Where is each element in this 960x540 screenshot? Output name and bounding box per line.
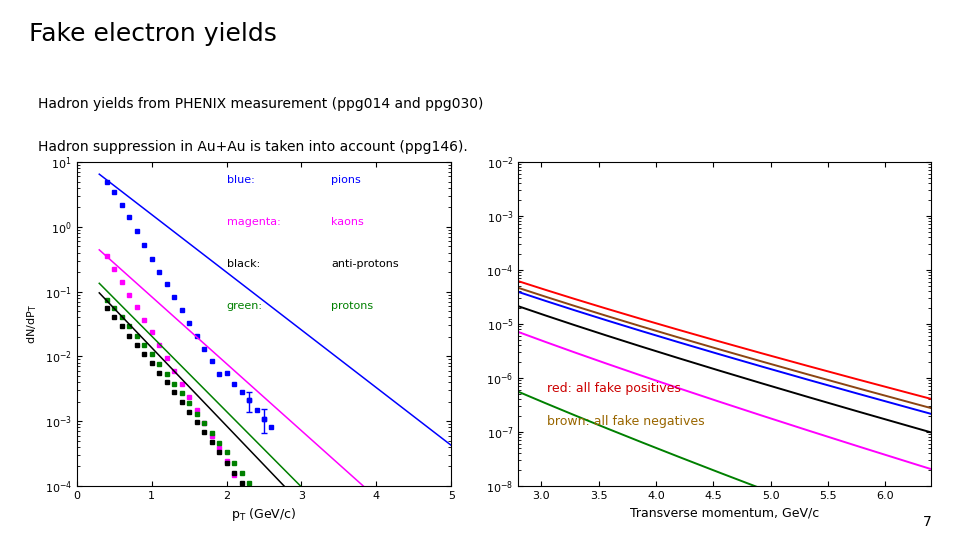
Text: pions: pions [331,175,361,185]
Text: brown: all fake negatives: brown: all fake negatives [547,415,705,428]
Text: green:: green: [227,301,263,312]
Text: Hadron yields from PHENIX measurement (ppg014 and ppg030): Hadron yields from PHENIX measurement (p… [38,97,484,111]
Y-axis label: dN/dP$_\mathregular{T}$: dN/dP$_\mathregular{T}$ [25,304,39,344]
Text: Hadron suppression in Au+Au is taken into account (ppg146).: Hadron suppression in Au+Au is taken int… [38,140,468,154]
Text: black:: black: [227,259,260,269]
Text: Fake electron yields: Fake electron yields [29,22,276,45]
Text: protons: protons [331,301,373,312]
X-axis label: Transverse momentum, GeV/c: Transverse momentum, GeV/c [630,507,820,519]
X-axis label: $\mathregular{p_T}$ (GeV/c): $\mathregular{p_T}$ (GeV/c) [231,507,297,523]
Text: magenta:: magenta: [227,217,280,227]
Text: anti-protons: anti-protons [331,259,399,269]
Text: kaons: kaons [331,217,364,227]
Text: blue:: blue: [227,175,254,185]
Text: 7: 7 [923,515,931,529]
Text: red: all fake positives: red: all fake positives [547,382,682,395]
